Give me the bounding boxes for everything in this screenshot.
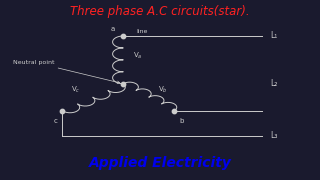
Text: c: c	[54, 118, 58, 124]
Text: a: a	[111, 26, 115, 32]
Text: L₂: L₂	[270, 79, 278, 88]
Text: Three phase A.C circuits(star).: Three phase A.C circuits(star).	[70, 4, 250, 17]
Text: line: line	[136, 29, 148, 34]
Point	[121, 82, 126, 85]
Point	[121, 35, 126, 37]
Text: L₁: L₁	[270, 31, 278, 40]
Point	[60, 109, 65, 112]
Text: V$_c$: V$_c$	[70, 85, 80, 95]
Text: Neutral point: Neutral point	[13, 60, 120, 84]
Point	[172, 109, 177, 112]
Text: V$_a$: V$_a$	[133, 51, 142, 61]
Text: V$_b$: V$_b$	[158, 85, 168, 95]
Text: Applied Electricity: Applied Electricity	[89, 156, 231, 170]
Text: L₃: L₃	[270, 131, 278, 140]
Text: b: b	[179, 118, 184, 124]
